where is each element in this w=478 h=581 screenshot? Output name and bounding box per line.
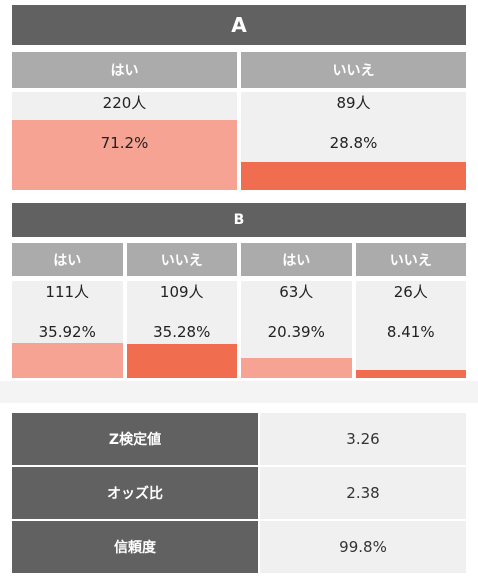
stat-label: Z検定値	[12, 413, 258, 465]
stat-value: 3.26	[260, 413, 466, 465]
stat-label: オッズ比	[12, 467, 258, 519]
stat-label: 信頼度	[12, 521, 258, 573]
column-header: いいえ	[126, 243, 237, 276]
column-header: はい	[12, 52, 237, 88]
percent-text: 35.28%	[153, 323, 211, 341]
percent-text: 20.39%	[267, 323, 325, 341]
result-cell: 20.39% 63人	[241, 281, 352, 378]
percent-bar	[241, 161, 466, 190]
result-cell: 35.28% 109人	[126, 281, 237, 378]
percent-bar	[355, 369, 466, 378]
divider-band	[0, 381, 478, 403]
result-cell: 35.92% 111人	[12, 281, 123, 378]
stat-value: 99.8%	[260, 521, 466, 573]
count-text: 109人	[159, 283, 204, 301]
section-title: A	[12, 5, 466, 45]
percent-text: 8.41%	[386, 323, 435, 341]
count-text: 63人	[279, 283, 314, 301]
result-cell: 71.2% 220人	[12, 92, 237, 190]
result-cell: 28.8% 89人	[241, 92, 466, 190]
percent-text: 28.8%	[329, 134, 378, 152]
stat-value: 2.38	[260, 467, 466, 519]
column-header: はい	[241, 243, 352, 276]
percent-bar	[241, 358, 352, 378]
percent-bar	[12, 343, 123, 378]
count-text: 89人	[336, 94, 371, 112]
result-cell: 8.41% 26人	[355, 281, 466, 378]
column-header: いいえ	[355, 243, 466, 276]
percent-text: 71.2%	[100, 134, 149, 152]
percent-text: 35.92%	[38, 323, 96, 341]
percent-bar	[12, 120, 237, 190]
count-text: 111人	[45, 283, 90, 301]
percent-bar	[126, 343, 237, 378]
column-header: はい	[12, 243, 123, 276]
count-text: 220人	[102, 94, 147, 112]
count-text: 26人	[393, 283, 428, 301]
column-header: いいえ	[241, 52, 466, 88]
section-title: B	[12, 203, 466, 237]
